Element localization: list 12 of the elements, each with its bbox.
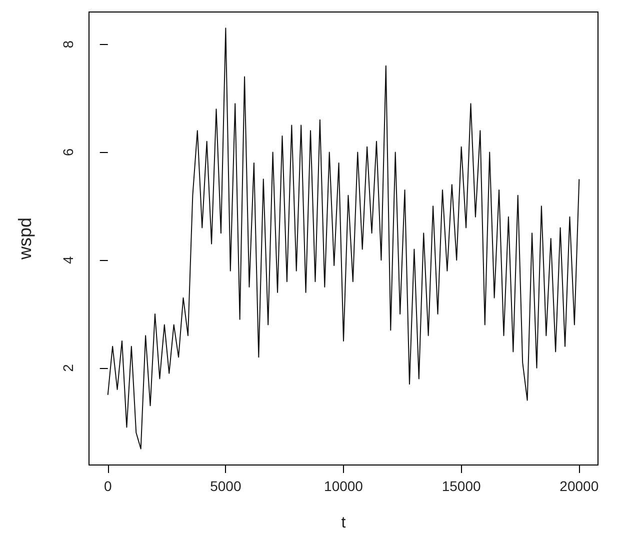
y-tick-label: 4	[60, 256, 76, 264]
x-tick-label: 0	[104, 478, 112, 494]
y-tick-label: 6	[60, 148, 76, 156]
x-axis-title: t	[341, 514, 346, 532]
y-axis-title: wspd	[15, 217, 35, 261]
x-tick-label: 15000	[442, 478, 481, 494]
line-series	[107, 28, 580, 450]
y-tick-label: 2	[60, 364, 76, 372]
x-tick-label: 5000	[210, 478, 242, 494]
y-tick-label: 8	[60, 40, 76, 48]
x-tick-label: 20000	[560, 478, 599, 494]
x-tick-label: 10000	[324, 478, 364, 494]
